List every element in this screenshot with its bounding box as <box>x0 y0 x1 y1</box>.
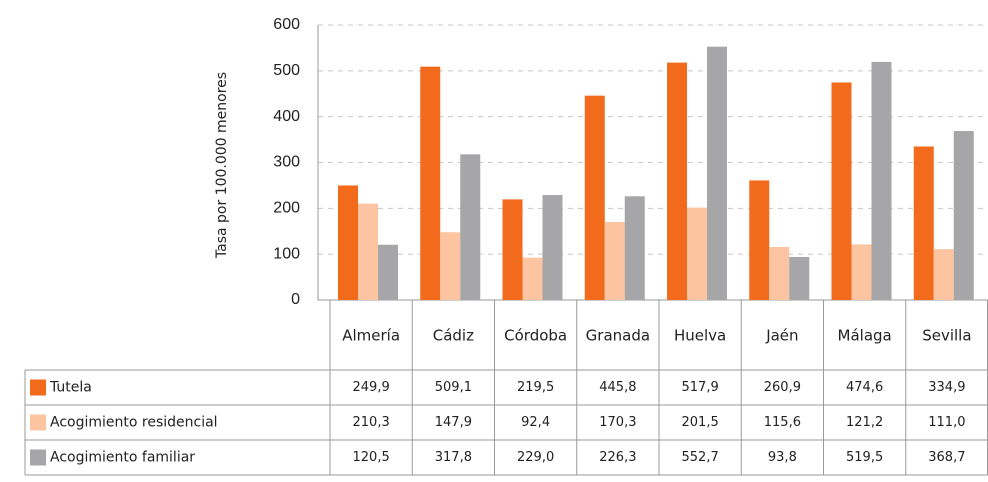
table-cell: 445,8 <box>599 380 636 395</box>
table-cell: 226,3 <box>599 450 636 465</box>
bar <box>687 207 707 300</box>
bar <box>871 61 892 301</box>
bar <box>420 66 441 300</box>
table-cell: 334,9 <box>928 380 965 395</box>
table-cell: 210,3 <box>353 415 390 430</box>
x-tick-label: Málaga <box>838 327 892 345</box>
y-tick-label: 0 <box>291 291 300 308</box>
bar <box>933 249 954 300</box>
table-cell: 219,5 <box>517 380 554 395</box>
x-tick-label: Cádiz <box>433 327 474 345</box>
x-tick-label: Huelva <box>674 327 726 345</box>
bar <box>831 82 852 300</box>
bar <box>522 257 543 300</box>
legend-label: Acogimiento residencial <box>50 415 218 431</box>
bar <box>851 244 872 300</box>
x-tick-label: Granada <box>586 327 650 345</box>
table-cell: 519,5 <box>846 450 883 465</box>
table-cell: 517,9 <box>682 380 719 395</box>
table-cell: 115,6 <box>764 415 801 430</box>
legend-label: Acogimiento familiar <box>50 450 195 466</box>
y-tick-label: 500 <box>273 62 300 79</box>
table-cell: 260,9 <box>764 380 801 395</box>
bar <box>440 232 461 300</box>
bar <box>358 203 378 300</box>
bar <box>749 180 770 300</box>
bar <box>769 247 790 300</box>
x-tick-label: Jaén <box>765 327 798 345</box>
legend-swatch <box>30 379 46 396</box>
table-cell: 552,7 <box>682 450 719 465</box>
table-cell: 147,9 <box>435 415 472 430</box>
x-tick-label: Almería <box>342 327 400 345</box>
table-cell: 92,4 <box>521 415 550 430</box>
bar <box>707 46 727 300</box>
table-cell: 201,5 <box>682 415 719 430</box>
table-cell: 368,7 <box>928 450 965 465</box>
table-cell: 93,8 <box>768 450 797 465</box>
bar <box>667 62 687 300</box>
bar <box>584 95 605 300</box>
bar <box>604 221 625 300</box>
table-cell: 120,5 <box>353 450 390 465</box>
legend-label: Tutela <box>49 380 92 396</box>
table-cell: 474,6 <box>846 380 883 395</box>
y-tick-label: 300 <box>273 154 300 171</box>
table-cell: 170,3 <box>599 415 636 430</box>
y-tick-label: 100 <box>273 245 300 262</box>
bar <box>378 244 398 300</box>
bar <box>913 146 934 300</box>
y-axis-label: Tasa por 100.000 menores <box>214 72 230 259</box>
x-tick-label: Sevilla <box>922 327 971 345</box>
bar <box>789 257 810 300</box>
bar <box>953 131 974 300</box>
y-tick-label: 600 <box>273 16 300 33</box>
table-cell: 249,9 <box>353 380 390 395</box>
bar <box>460 154 481 300</box>
table-cell: 229,0 <box>517 450 554 465</box>
legend-swatch <box>30 449 46 466</box>
legend-swatch <box>30 414 46 431</box>
x-tick-label: Córdoba <box>504 327 567 345</box>
table-cell: 121,2 <box>846 415 883 430</box>
bar <box>338 185 358 300</box>
table-cell: 317,8 <box>435 450 472 465</box>
y-tick-label: 200 <box>273 200 300 217</box>
bar <box>624 196 645 300</box>
y-tick-label: 400 <box>273 108 300 125</box>
bar <box>542 195 563 300</box>
table-cell: 111,0 <box>928 415 965 430</box>
bar <box>502 199 523 300</box>
table-cell: 509,1 <box>435 380 472 395</box>
